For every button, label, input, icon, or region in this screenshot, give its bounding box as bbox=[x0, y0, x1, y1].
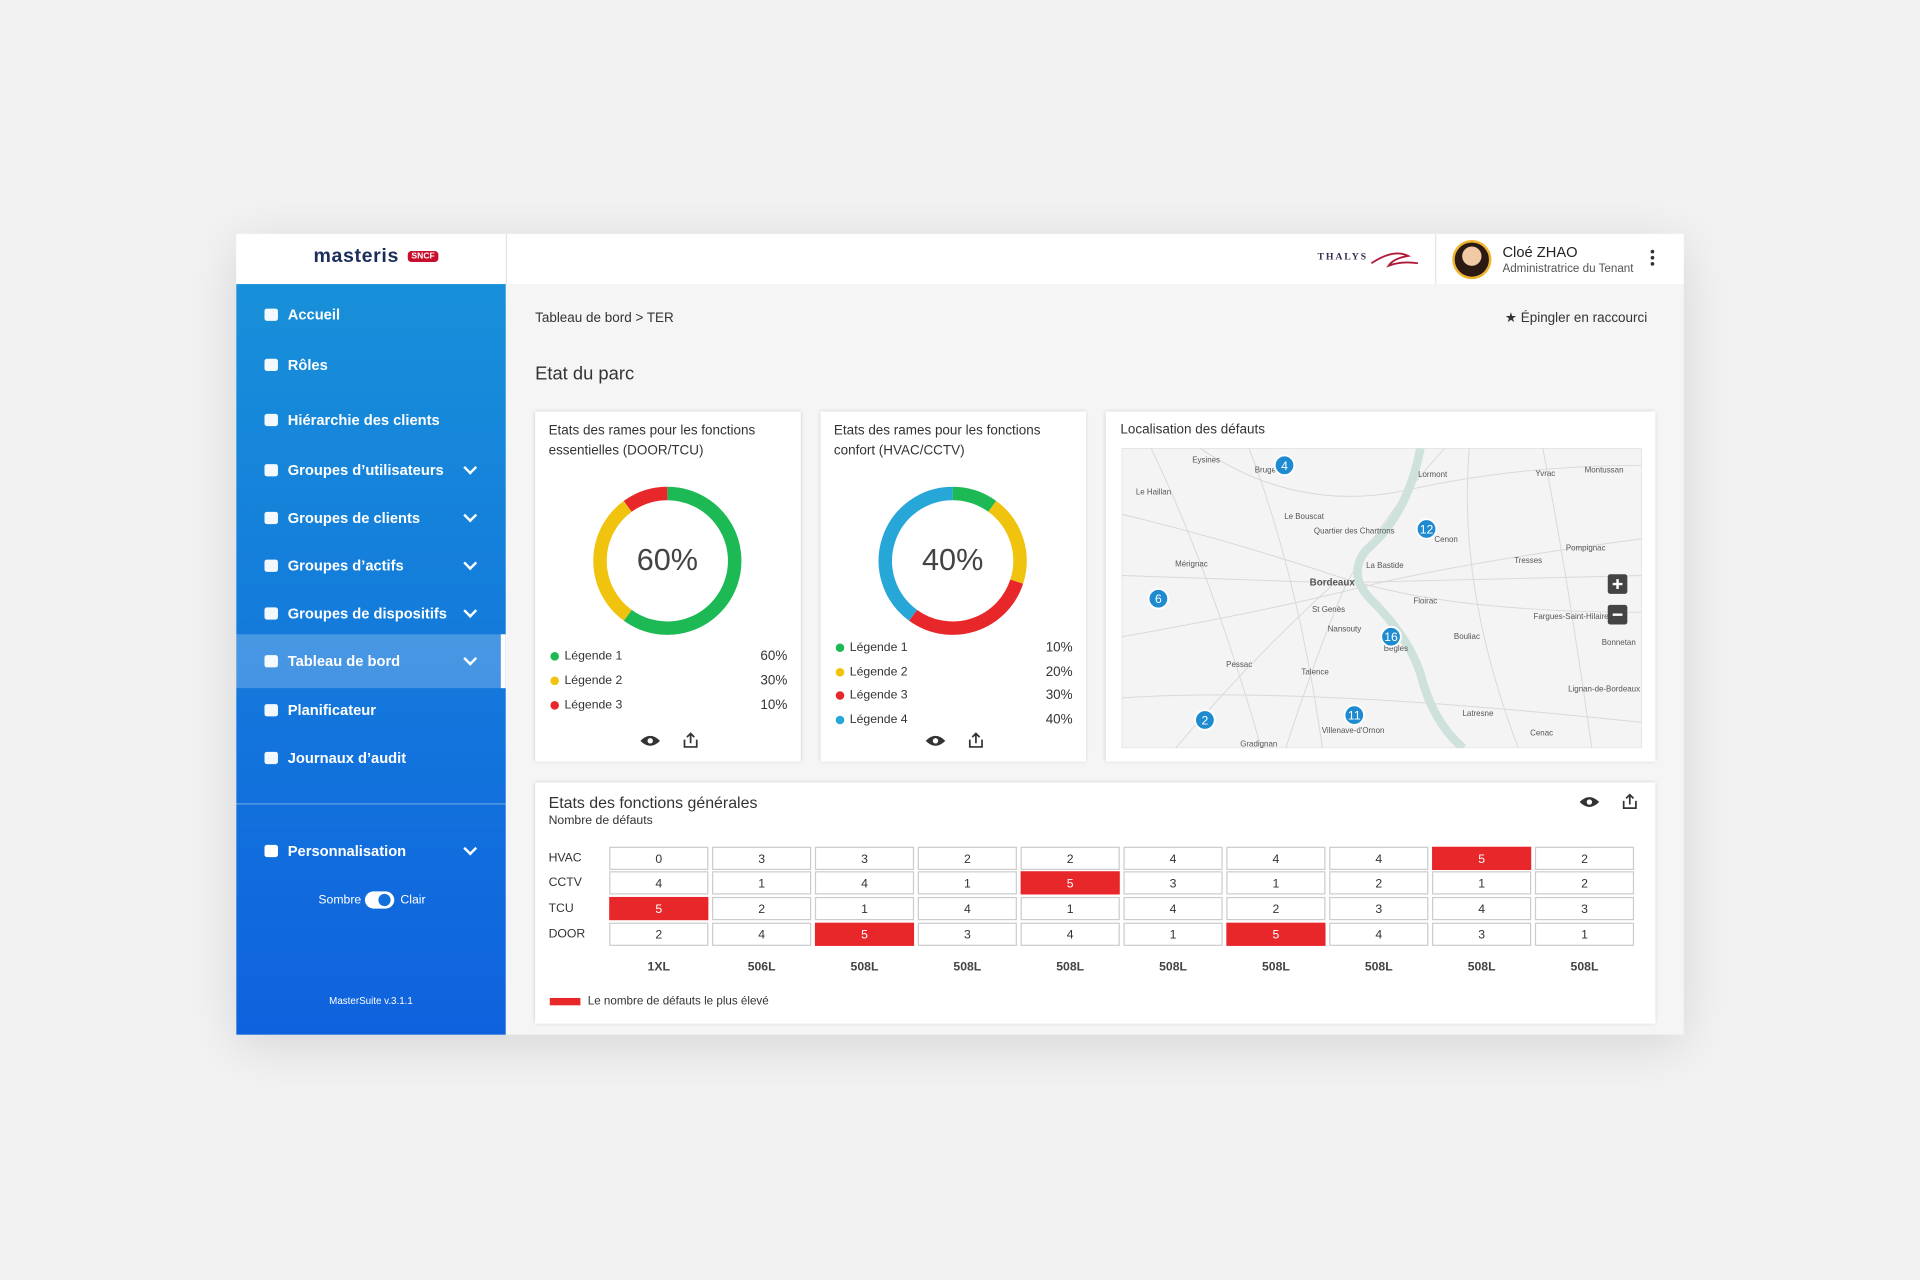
map-title: Localisation des défauts bbox=[1120, 422, 1265, 438]
divider bbox=[505, 233, 507, 285]
nav-icon bbox=[264, 358, 278, 372]
nav-item[interactable]: Groupes d’actifs bbox=[287, 557, 404, 575]
nav-item[interactable]: Groupes de clients bbox=[287, 509, 421, 527]
nav-icon bbox=[264, 704, 278, 717]
nav-icon bbox=[264, 751, 278, 765]
theme-toggle[interactable] bbox=[364, 891, 395, 909]
avatar[interactable] bbox=[1454, 242, 1489, 277]
nav-item[interactable]: Rôles bbox=[287, 356, 328, 374]
nav-icon bbox=[264, 607, 278, 620]
nav-icon bbox=[264, 559, 278, 572]
theme-light-label: Clair bbox=[400, 893, 426, 908]
nav-icon bbox=[264, 511, 278, 525]
nav-item[interactable]: Accueil bbox=[287, 306, 341, 324]
pin-action[interactable]: ★ Épingler en raccourci bbox=[1504, 311, 1648, 326]
theme-dark-label: Sombre bbox=[318, 893, 362, 908]
nav-item[interactable]: Groupes de dispositifs bbox=[287, 604, 447, 623]
pin-label: Épingler en raccourci bbox=[1520, 311, 1648, 326]
chart-title: Etats des rames pour les fonctions essen… bbox=[548, 423, 756, 458]
divider bbox=[1435, 233, 1437, 285]
toggle-knob bbox=[378, 893, 391, 907]
active-highlight bbox=[236, 634, 506, 689]
section-title: Etat du parc bbox=[535, 363, 635, 385]
chart-title: Etats des fonctions générales bbox=[548, 793, 758, 812]
nav-icon bbox=[264, 844, 278, 858]
active-indicator bbox=[500, 634, 506, 689]
nav-icon bbox=[264, 464, 278, 477]
version: MasterSuite v.3.1.1 bbox=[329, 995, 413, 1007]
partner-swoosh bbox=[1370, 252, 1419, 268]
card bbox=[535, 782, 1656, 1024]
nav-icon bbox=[264, 308, 278, 321]
chart-subtitle: Nombre de défauts bbox=[548, 814, 653, 828]
nav-item[interactable]: Hiérarchie des clients bbox=[287, 411, 440, 429]
chart-title: Etats des rames pour les fonctions confo… bbox=[833, 423, 1041, 458]
card bbox=[535, 411, 801, 762]
user-role: Administratrice du Tenant bbox=[1502, 262, 1634, 276]
kebab-menu[interactable] bbox=[1650, 249, 1656, 266]
nav-item[interactable]: Personnalisation bbox=[287, 842, 407, 860]
sidebar bbox=[236, 284, 506, 1035]
nav-icon bbox=[264, 655, 278, 668]
nav-item[interactable]: Tableau de bord bbox=[287, 652, 401, 670]
breadcrumb[interactable]: Tableau de bord > TER bbox=[535, 311, 674, 326]
divider bbox=[236, 803, 506, 805]
nav-item[interactable]: Journaux d’audit bbox=[287, 749, 407, 767]
nav-icon bbox=[264, 413, 278, 427]
nav-item[interactable]: Planificateur bbox=[287, 701, 376, 719]
logo-badge: SNCF bbox=[407, 251, 439, 263]
user-name: Cloé ZHAO bbox=[1502, 243, 1578, 261]
partner-logo: THALYS bbox=[1317, 251, 1368, 263]
logo[interactable]: masteris bbox=[313, 246, 399, 267]
nav-item[interactable]: Groupes d’utilisateurs bbox=[287, 461, 444, 479]
card bbox=[1105, 411, 1656, 762]
header: masteris SNCF THALYS Cloé ZHAO Administr… bbox=[236, 233, 1684, 285]
card bbox=[820, 411, 1087, 762]
